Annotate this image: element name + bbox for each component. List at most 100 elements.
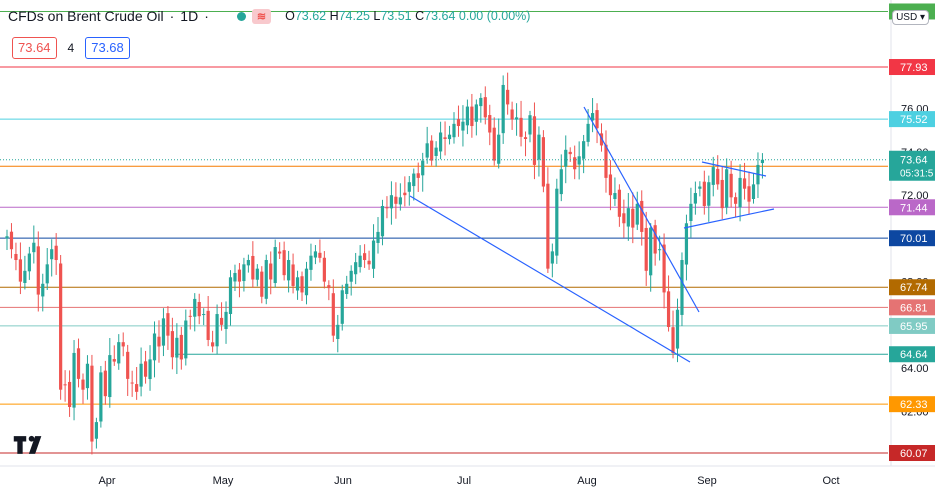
candle-body [707, 182, 711, 206]
candle-body [626, 208, 630, 227]
y-tick-label: 72.00 [901, 190, 929, 202]
candle-body [711, 167, 715, 185]
candle-body [443, 137, 447, 139]
candle-body [152, 333, 157, 361]
x-tick-label: Aug [577, 475, 597, 487]
candle-body [291, 264, 295, 286]
candle-body [322, 257, 326, 282]
candle-body [438, 132, 443, 152]
candle-body [416, 173, 420, 178]
candle-body [604, 144, 608, 178]
candle-body [479, 97, 483, 107]
tradingview-logo-icon[interactable] [12, 432, 44, 458]
candle-body [421, 160, 425, 176]
candle-body [394, 196, 398, 204]
last-price-label: 73.64 [900, 155, 928, 167]
trendline [409, 195, 691, 363]
candle-body [246, 260, 250, 266]
market-open-icon [236, 11, 246, 21]
candle-body [242, 264, 246, 282]
candle-body [188, 315, 192, 317]
candle-body [430, 140, 434, 161]
candle-body [461, 121, 465, 131]
candle-body [45, 264, 49, 284]
high-label: H [329, 9, 339, 23]
candle-body [54, 245, 58, 261]
candle-body [595, 110, 599, 129]
candle-body [233, 272, 237, 282]
level-price-label: 67.74 [900, 282, 928, 294]
candle-body [555, 188, 559, 256]
x-tick-label: Jun [334, 475, 352, 487]
candle-body [157, 336, 161, 347]
candle-body [497, 134, 501, 164]
candle-body [635, 203, 639, 225]
candle-body [742, 178, 747, 189]
candle-body [407, 182, 411, 192]
candle-body [27, 253, 31, 272]
buy-price-button[interactable]: 73.68 [85, 37, 130, 59]
candle-body [671, 327, 675, 353]
candle-body [734, 197, 738, 204]
candle-body [278, 251, 282, 254]
candle-body [327, 285, 331, 289]
candle-body [564, 149, 568, 167]
candle-body [161, 318, 166, 346]
candle-body [67, 381, 72, 407]
candle-body [689, 203, 693, 222]
separator: · [169, 8, 175, 24]
candle-body [644, 227, 648, 271]
candle-body [385, 207, 389, 209]
candle-body [148, 359, 152, 380]
price-axis-panel [891, 0, 935, 495]
sell-price-button[interactable]: 73.64 [12, 37, 57, 59]
candle-body [702, 181, 706, 206]
symbol-title[interactable]: CFDs on Brent Crude Oil [8, 8, 164, 24]
candle-body [331, 293, 335, 336]
candle-body [488, 115, 492, 133]
level-price-label-bg [889, 317, 935, 334]
x-tick-label: Sep [697, 475, 717, 487]
candle-body [559, 169, 563, 195]
candle-body [72, 352, 76, 408]
candle-body [470, 106, 474, 127]
candle-body [81, 379, 85, 390]
candle-body [528, 115, 532, 135]
candle-body [693, 193, 697, 204]
quote-panel: 73.64 4 73.68 [12, 37, 130, 59]
candle-body [130, 382, 134, 384]
candle-body [376, 231, 380, 243]
candle-body [211, 342, 215, 347]
candle-body [255, 268, 259, 280]
candle-body [617, 189, 621, 217]
candle-body [23, 270, 27, 283]
candle-body [345, 283, 349, 295]
spread-value: 4 [67, 41, 75, 55]
level-price-label-bg [889, 111, 935, 128]
candle-body [483, 97, 487, 118]
candle-body [166, 313, 170, 336]
candle-body [452, 123, 456, 138]
interval-label[interactable]: 1D [180, 8, 199, 24]
candle-body [640, 200, 644, 232]
candle-body [313, 251, 318, 258]
currency-select[interactable]: USD ▾ [892, 10, 929, 25]
candle-body [295, 277, 300, 291]
candle-body [363, 253, 367, 261]
candle-body [260, 271, 264, 297]
candle-body [425, 143, 429, 158]
candle-body [649, 227, 653, 276]
candle-body [206, 310, 210, 340]
x-tick-label: Jul [457, 475, 471, 487]
candle-body [510, 109, 514, 120]
candle-body [434, 147, 438, 156]
candle-body [224, 311, 228, 330]
candle-body [175, 337, 179, 358]
candle-body [751, 184, 756, 200]
candle-body [577, 156, 581, 165]
candle-body [456, 119, 461, 127]
candle-body [380, 205, 385, 237]
candle-body [264, 260, 268, 299]
candle-body [36, 246, 40, 295]
